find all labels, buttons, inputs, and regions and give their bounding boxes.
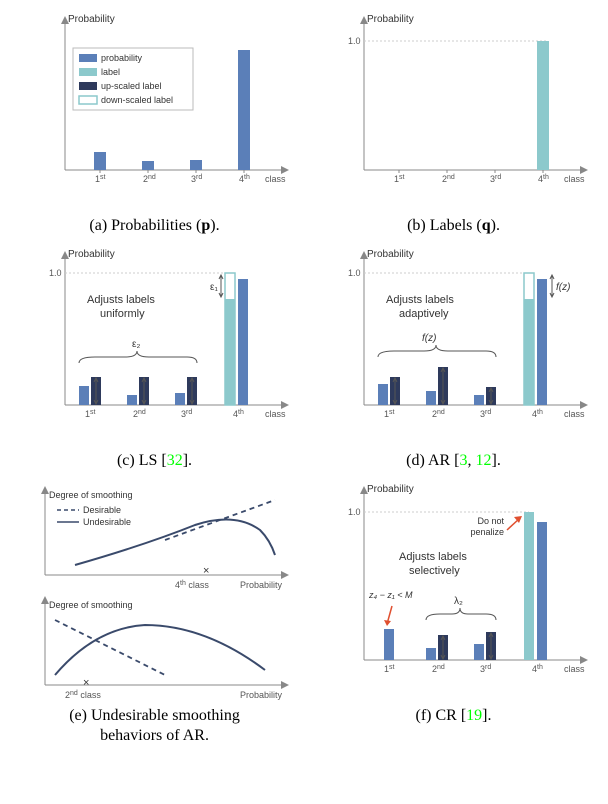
svg-text:×: × <box>203 565 209 577</box>
bar-b-label <box>537 41 549 170</box>
svg-text:4th: 4th <box>532 409 543 419</box>
cond-text: z₄ − z₁ < M <box>368 590 413 600</box>
epsilon2-label: ε₂ <box>132 339 140 350</box>
svg-text:1st: 1st <box>394 174 405 184</box>
panel-e: Degree of smoothing Probability Desirabl… <box>10 480 299 748</box>
svg-text:1.0: 1.0 <box>348 268 361 278</box>
legend-item-upscaled: up-scaled label <box>101 81 162 91</box>
caption-c: (c) LS [32]. <box>117 451 192 472</box>
svg-text:4th: 4th <box>532 664 543 674</box>
svg-text:1st: 1st <box>384 664 395 674</box>
svg-text:1st: 1st <box>95 174 106 184</box>
svg-text:selectively: selectively <box>409 565 460 577</box>
ylabel-e-top: Degree of smoothing <box>49 490 133 500</box>
overlay-c: Adjusts labels <box>87 294 155 306</box>
svg-text:1.0: 1.0 <box>49 268 62 278</box>
svg-text:2nd: 2nd <box>432 409 445 419</box>
caption-a: (a) Probabilities (p). <box>89 216 219 237</box>
chart-c: Probability 1.0 1st 2nd 3rd 4th class Ad… <box>15 245 295 445</box>
xlabel-e-top: Probability <box>240 580 283 590</box>
svg-text:3rd: 3rd <box>490 174 501 184</box>
svg-text:adaptively: adaptively <box>399 308 449 320</box>
overlay-f: Adjusts labels <box>399 551 467 563</box>
ylabel-c: Probability <box>68 249 115 260</box>
svg-text:2nd class: 2nd class <box>65 690 101 700</box>
xlabel-e-bot: Probability <box>240 690 283 700</box>
svg-text:uniformly: uniformly <box>100 308 145 320</box>
xlabel-c: class <box>265 409 286 419</box>
chart-d: Probability 1.0 1st 2nd 3rd 4th class Ad… <box>314 245 594 445</box>
svg-text:4th: 4th <box>239 174 250 184</box>
xlabel-d: class <box>564 409 585 419</box>
ylabel-f: Probability <box>367 484 414 495</box>
ylabel-b: Probability <box>367 14 414 25</box>
svg-text:2nd: 2nd <box>143 174 156 184</box>
svg-text:×: × <box>83 677 89 689</box>
bar-a-3 <box>190 160 202 170</box>
ylabel-e-bot: Degree of smoothing <box>49 600 133 610</box>
xlabel-b: class <box>564 174 585 184</box>
bar-a-1 <box>94 152 106 170</box>
panel-b: Probability 1.0 1st 2nd 3rd 4th class (b… <box>309 10 598 237</box>
ylabel-d: Probability <box>367 249 414 260</box>
chart-e: Degree of smoothing Probability Desirabl… <box>15 480 295 700</box>
xlabel-a: class <box>265 174 286 184</box>
caption-e: (e) Undesirable smoothingbehaviors of AR… <box>69 706 240 748</box>
panel-f: Probability 1.0 1st 2nd 3rd 4th class Ad… <box>309 480 598 748</box>
chart-b: Probability 1.0 1st 2nd 3rd 4th class <box>314 10 594 210</box>
epsilon1-label: ε₁ <box>210 282 218 293</box>
lambda2-label: λ₂ <box>454 596 463 607</box>
svg-text:4th: 4th <box>233 409 244 419</box>
bar-a-4 <box>238 50 250 170</box>
svg-text:3rd: 3rd <box>480 664 491 674</box>
ylabel-a: Probability <box>68 14 115 25</box>
chart-a: Probability 1st 2nd 3rd 4th class probab… <box>15 10 295 210</box>
svg-text:1.0: 1.0 <box>348 507 361 517</box>
svg-text:2nd: 2nd <box>133 409 146 419</box>
chart-f: Probability 1.0 1st 2nd 3rd 4th class Ad… <box>314 480 594 700</box>
fz-brace: f(z) <box>422 333 436 344</box>
svg-text:4th: 4th <box>538 174 549 184</box>
legend-item-label: label <box>101 67 120 77</box>
svg-text:1st: 1st <box>85 409 96 419</box>
legend-item-downscaled: down-scaled label <box>101 95 173 105</box>
svg-text:2nd: 2nd <box>432 664 445 674</box>
panel-c: Probability 1.0 1st 2nd 3rd 4th class Ad… <box>10 245 299 472</box>
svg-text:4th class: 4th class <box>175 580 209 590</box>
panel-a: Probability 1st 2nd 3rd 4th class probab… <box>10 10 299 237</box>
legend-desirable: Desirable <box>83 505 121 515</box>
fz-right: f(z) <box>556 282 570 293</box>
panel-d: Probability 1.0 1st 2nd 3rd 4th class Ad… <box>309 245 598 472</box>
bar-a-2 <box>142 161 154 170</box>
svg-text:3rd: 3rd <box>191 174 202 184</box>
xlabel-f: class <box>564 664 585 674</box>
svg-text:3rd: 3rd <box>480 409 491 419</box>
no-penalize-text: Do not <box>477 516 504 526</box>
legend-item-prob: probability <box>101 53 143 63</box>
caption-f: (f) CR [19]. <box>416 706 492 727</box>
overlay-d: Adjusts labels <box>386 294 454 306</box>
svg-text:2nd: 2nd <box>442 174 455 184</box>
caption-b: (b) Labels (q). <box>407 216 500 237</box>
caption-d: (d) AR [3, 12]. <box>406 451 501 472</box>
svg-text:3rd: 3rd <box>181 409 192 419</box>
svg-text:penalize: penalize <box>470 527 504 537</box>
legend-undesirable: Undesirable <box>83 517 131 527</box>
svg-text:1st: 1st <box>384 409 395 419</box>
svg-text:1.0: 1.0 <box>348 36 361 46</box>
